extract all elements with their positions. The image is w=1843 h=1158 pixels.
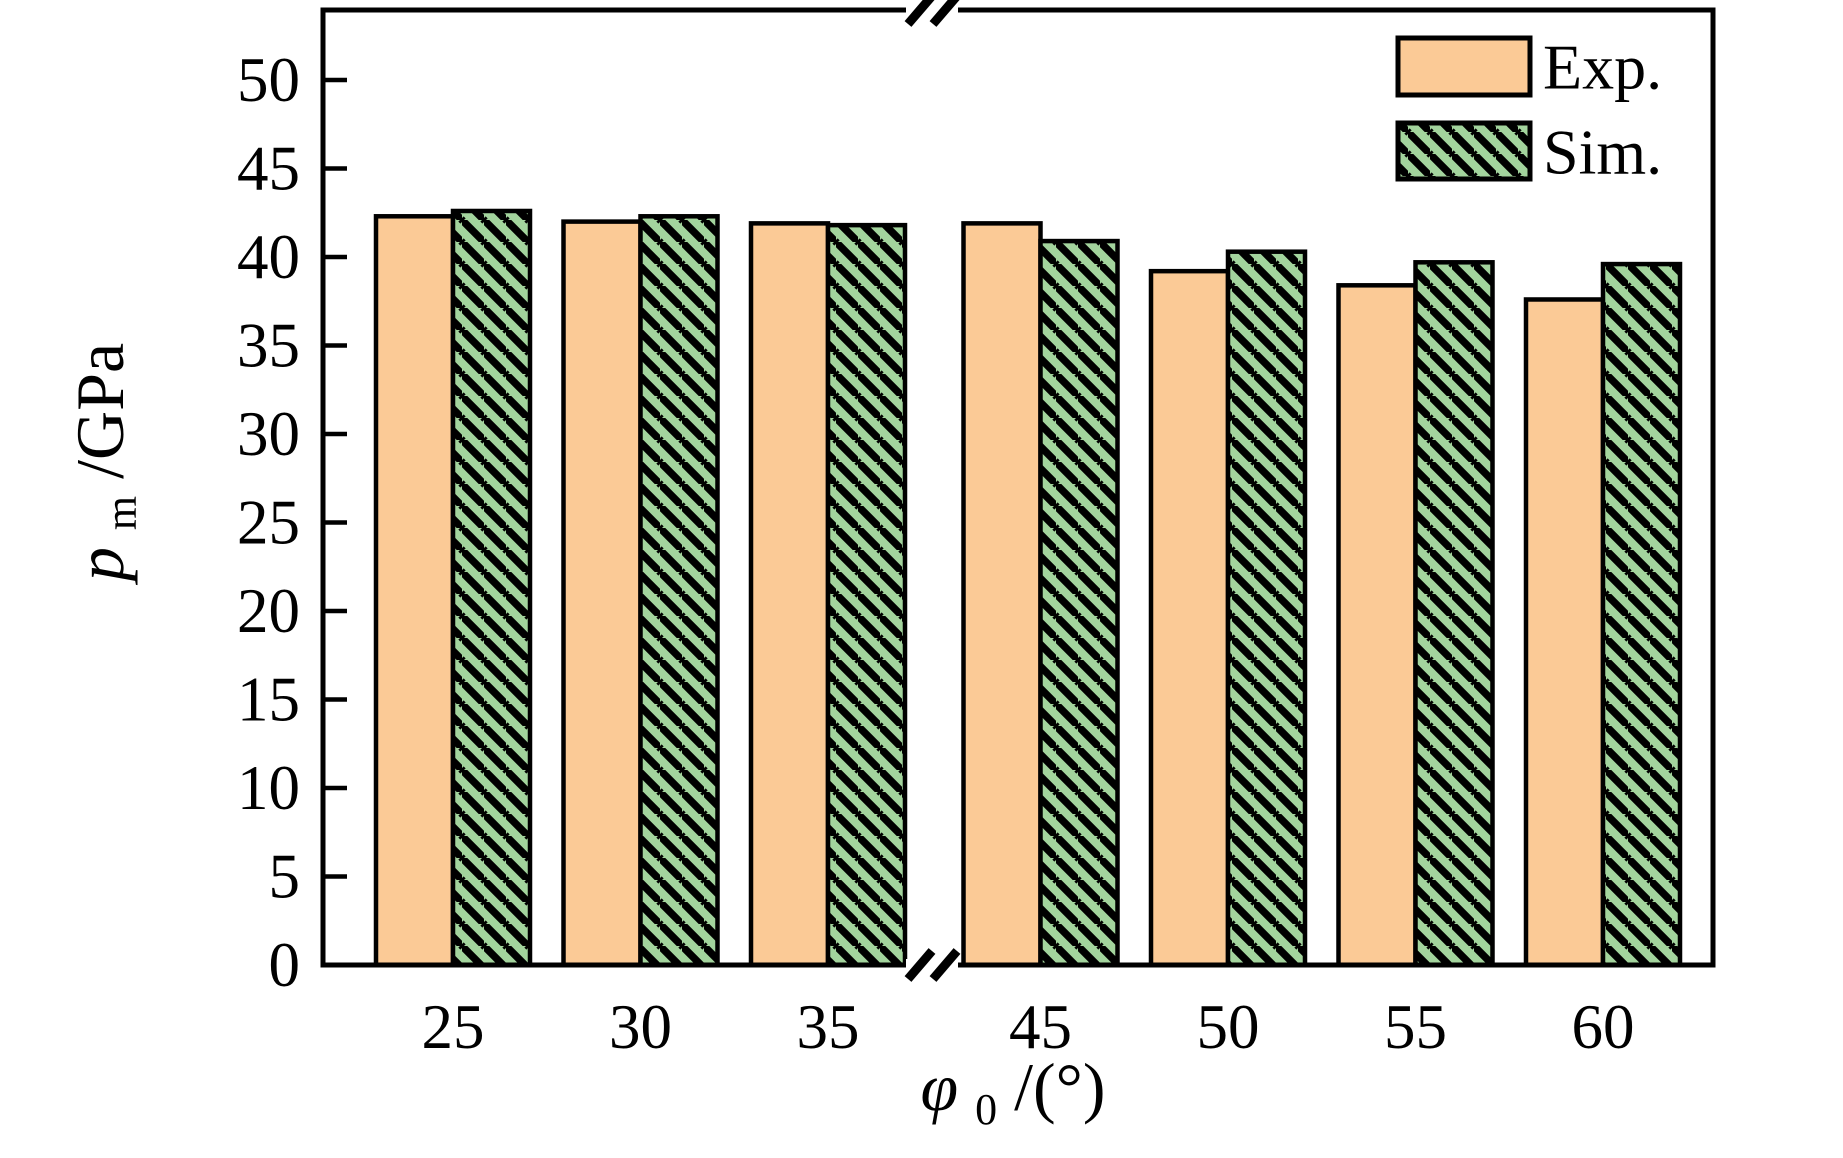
legend-label-sim: Sim. — [1543, 117, 1662, 188]
bar-exp-35 — [748, 221, 831, 968]
x-tick-label-35: 35 — [797, 992, 860, 1062]
bar-sim-35 — [825, 222, 908, 968]
x-axis-title-symbol: φ — [921, 1049, 959, 1125]
legend: Exp. Sim. — [1395, 32, 1662, 188]
y-axis-title-subscript: m — [97, 496, 146, 530]
bar-sim-45 — [1038, 238, 1120, 968]
y-tick-label-30: 30 — [237, 399, 300, 469]
axis-break-slash-top-1 — [904, 0, 935, 27]
y-tick-label-50: 50 — [237, 45, 300, 115]
y-tick-label-10: 10 — [237, 753, 300, 823]
axis-break-slash-bottom-2 — [929, 948, 961, 982]
y-tick-label-15: 15 — [237, 665, 300, 735]
y-axis-tick-labels: 0 5 10 15 20 25 30 35 40 45 50 — [237, 45, 300, 1000]
bar-sim-25 — [450, 208, 533, 968]
plot-border — [320, 7, 1716, 968]
bar-exp-45 — [961, 221, 1043, 968]
y-tick-label-20: 20 — [237, 576, 300, 646]
x-axis-title-subscript: 0 — [975, 1085, 997, 1134]
bar-sim-55 — [1413, 260, 1495, 968]
bar-exp-30 — [561, 219, 643, 968]
legend-swatch-exp — [1395, 35, 1533, 98]
y-tick-label-45: 45 — [237, 134, 300, 204]
bar-sim-30 — [638, 214, 720, 968]
y-tick-label-40: 40 — [237, 222, 300, 292]
bar-exp-50 — [1148, 268, 1231, 968]
x-axis-tick-labels: 25 30 35 45 50 55 60 — [422, 992, 1635, 1062]
x-tick-label-50: 50 — [1197, 992, 1260, 1062]
y-axis-title: p m /GPa — [62, 343, 151, 585]
y-tick-label-0: 0 — [269, 930, 301, 1000]
x-tick-label-45: 45 — [1009, 992, 1072, 1062]
x-axis-title: φ 0 /(°) — [921, 1049, 1106, 1139]
axis-break-slash-bottom-1 — [904, 948, 936, 982]
y-tick-label-25: 25 — [237, 488, 300, 558]
bar-sim-60 — [1600, 261, 1683, 968]
x-axis-title-unit: /(°) — [1014, 1049, 1105, 1125]
legend-swatch-sim-hatch — [1395, 120, 1533, 182]
x-tick-label-30: 30 — [609, 992, 672, 1062]
x-tick-label-25: 25 — [422, 992, 485, 1062]
y-axis-title-unit: /GPa — [62, 343, 138, 479]
bar-exp-25 — [373, 214, 456, 968]
bar-sim-50 — [1225, 249, 1308, 968]
bars-group — [373, 208, 1683, 968]
y-axis-title-symbol: p — [62, 547, 138, 585]
x-tick-label-55: 55 — [1384, 992, 1447, 1062]
bar-exp-60 — [1523, 297, 1606, 968]
y-tick-label-5: 5 — [269, 842, 301, 912]
bar-exp-55 — [1336, 283, 1418, 968]
axis-break-marks — [904, 0, 961, 982]
axis-break-slash-top-2 — [929, 0, 960, 27]
legend-label-exp: Exp. — [1543, 32, 1662, 103]
y-axis-ticks — [325, 77, 347, 879]
x-tick-label-60: 60 — [1572, 992, 1635, 1062]
y-tick-label-35: 35 — [237, 311, 300, 381]
